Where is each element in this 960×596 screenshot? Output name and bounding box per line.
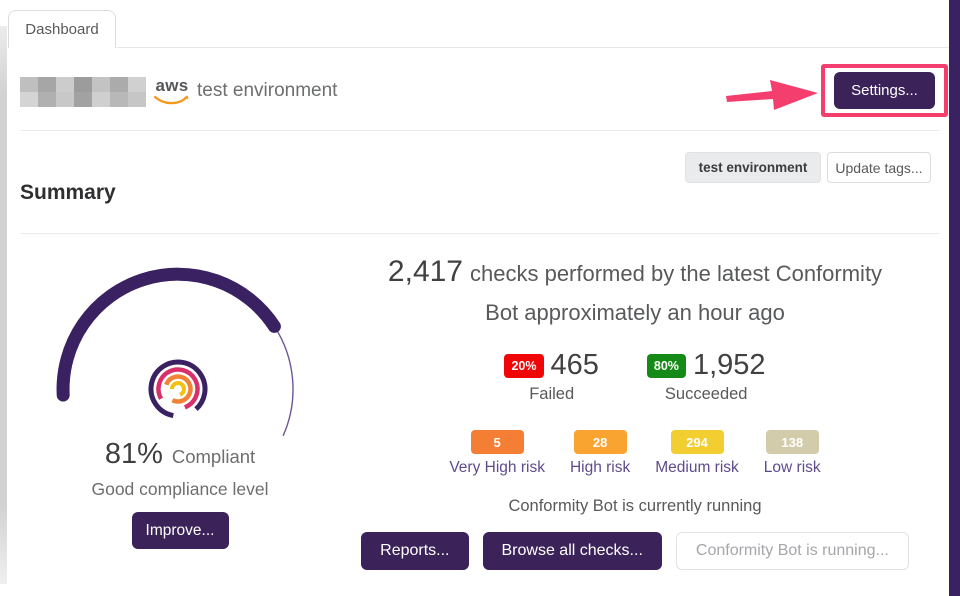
- risk-group-high: 28 High risk: [570, 430, 630, 477]
- failed-percent-badge: 20%: [504, 353, 544, 378]
- redaction-mosaic: [20, 77, 146, 107]
- checks-count: 2,417: [387, 255, 463, 288]
- summary-divider: [20, 233, 940, 234]
- summary-heading: Summary: [20, 181, 116, 204]
- tab-dashboard-label: Dashboard: [25, 21, 99, 38]
- environment-tag-chip[interactable]: test environment: [685, 152, 821, 183]
- conformity-logo-icon: [148, 359, 208, 419]
- browse-all-checks-button[interactable]: Browse all checks...: [482, 532, 662, 570]
- compliance-summary: 81% Compliant Good compliance level Impro…: [30, 438, 330, 549]
- compliance-percent-line: 81% Compliant: [30, 438, 330, 471]
- low-risk-label: Low risk: [763, 459, 821, 476]
- risk-group-very-high: 5 Very High risk: [449, 430, 545, 477]
- aws-logo-icon: aws: [151, 76, 193, 111]
- redacted-account-name: [20, 77, 146, 112]
- annotation-arrow-icon: [726, 80, 818, 110]
- compliance-level-text: Good compliance level: [91, 479, 269, 499]
- compliant-label: Compliant: [171, 446, 256, 467]
- succeeded-percent-badge: 80%: [646, 353, 686, 378]
- failed-group: 20% 465 Failed: [504, 349, 599, 404]
- checks-headline-line2: Bot approximately an hour ago: [485, 300, 785, 325]
- actions-row: Reports... Browse all checks... Conformi…: [361, 532, 909, 570]
- medium-risk-badge: 294: [670, 430, 724, 454]
- medium-risk-label: Medium risk: [655, 459, 739, 476]
- tab-dashboard[interactable]: Dashboard: [8, 10, 116, 48]
- failed-count: 465: [550, 349, 599, 381]
- risk-row: 5 Very High risk 28 High risk 294 Medium…: [449, 430, 821, 477]
- high-risk-label: High risk: [569, 459, 631, 476]
- results-row: 20% 465 Failed 80% 1,952 Succeeded: [504, 349, 766, 404]
- succeeded-group: 80% 1,952 Succeeded: [646, 349, 766, 404]
- risk-group-medium: 294 Medium risk: [655, 430, 739, 477]
- succeeded-label: Succeeded: [664, 385, 748, 403]
- very-high-risk-label: Very High risk: [449, 459, 545, 476]
- risk-group-low: 138 Low risk: [764, 430, 821, 477]
- very-high-risk-badge: 5: [470, 430, 524, 454]
- checks-headline-text1: checks performed by the latest Conformit…: [470, 261, 883, 286]
- card-top-border: [117, 47, 949, 48]
- sidebar-edge-bar: [949, 0, 960, 596]
- aws-smile-icon: [153, 95, 189, 105]
- checks-summary: 2,417 checks performed by the latest Conf…: [360, 252, 910, 570]
- environment-title: test environment: [197, 80, 338, 101]
- page-left-edge: [0, 26, 7, 584]
- header-divider: [20, 130, 940, 131]
- high-risk-badge: 28: [573, 430, 627, 454]
- update-tags-button[interactable]: Update tags...: [827, 152, 931, 183]
- bot-running-button[interactable]: Conformity Bot is running...: [675, 532, 909, 570]
- checks-headline-line1: 2,417 checks performed by the latest Conf…: [388, 252, 882, 293]
- gauge-arc-icon: [56, 267, 294, 437]
- reports-button[interactable]: Reports...: [361, 532, 469, 570]
- compliance-gauge: [52, 248, 308, 454]
- settings-highlight-box: [821, 64, 948, 117]
- compliance-percent: 81%: [104, 438, 163, 470]
- failed-label: Failed: [529, 385, 575, 403]
- succeeded-count: 1,952: [692, 349, 766, 381]
- improve-button[interactable]: Improve...: [131, 512, 229, 549]
- bot-status-text: Conformity Bot is currently running: [508, 497, 762, 515]
- checks-headline: 2,417 checks performed by the latest Conf…: [388, 252, 882, 332]
- low-risk-badge: 138: [765, 430, 819, 454]
- aws-logo-text: aws: [155, 76, 189, 95]
- settings-button[interactable]: Settings...: [834, 72, 935, 109]
